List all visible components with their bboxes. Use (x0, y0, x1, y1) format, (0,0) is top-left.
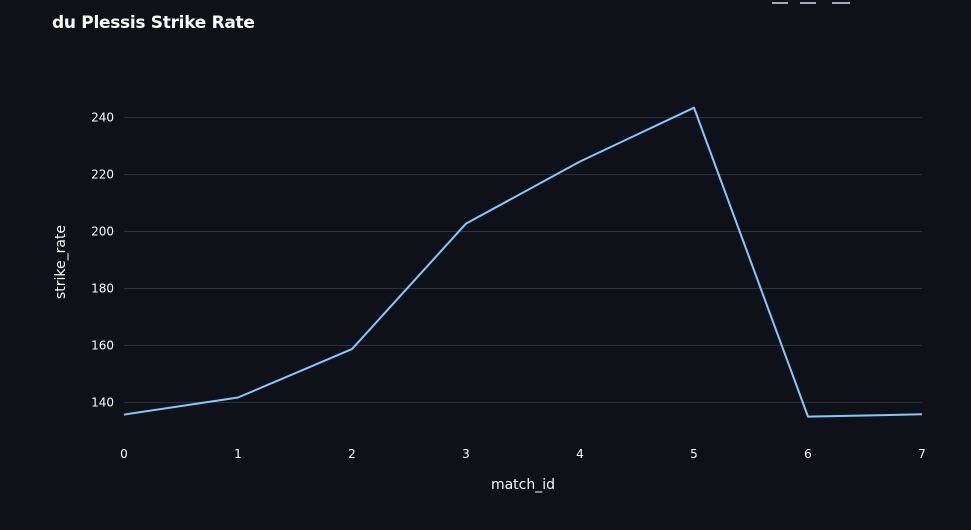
table-icon[interactable] (772, 0, 788, 4)
x-tick-label: 1 (234, 447, 242, 461)
data-point[interactable] (233, 393, 243, 403)
y-tick-label: 220 (91, 168, 114, 182)
chart-toolbar (708, 0, 918, 4)
x-tick-label: 2 (348, 447, 356, 461)
gridlines (124, 117, 922, 403)
layout-icon[interactable] (800, 0, 816, 4)
x-axis-ticks: 0 1 2 3 4 5 6 7 (120, 447, 926, 461)
y-tick-label: 140 (91, 395, 114, 409)
data-point[interactable] (119, 410, 129, 420)
y-tick-label: 160 (91, 338, 114, 352)
x-tick-label: 7 (918, 447, 926, 461)
data-point[interactable] (575, 156, 585, 166)
data-point[interactable] (347, 344, 357, 354)
data-point[interactable] (689, 103, 699, 113)
x-tick-label: 6 (804, 447, 812, 461)
data-point[interactable] (461, 219, 471, 229)
y-tick-label: 240 (91, 111, 114, 125)
fullscreen-icon[interactable] (832, 0, 850, 4)
y-tick-label: 200 (91, 225, 114, 239)
series-line-0[interactable] (123, 106, 923, 418)
y-axis-title: strike_rate (53, 225, 69, 299)
y-axis-ticks: 140 160 180 200 220 240 (91, 111, 114, 410)
y-tick-label: 180 (91, 281, 114, 295)
data-point[interactable] (917, 409, 927, 419)
x-tick-label: 5 (690, 447, 698, 461)
x-tick-label: 3 (462, 447, 470, 461)
x-tick-label: 0 (120, 447, 128, 461)
data-point[interactable] (803, 412, 813, 422)
chart-title: du Plessis Strike Rate (52, 13, 255, 33)
series-layer (119, 103, 927, 422)
x-axis-title: match_id (491, 477, 555, 493)
x-tick-label: 4 (576, 447, 584, 461)
